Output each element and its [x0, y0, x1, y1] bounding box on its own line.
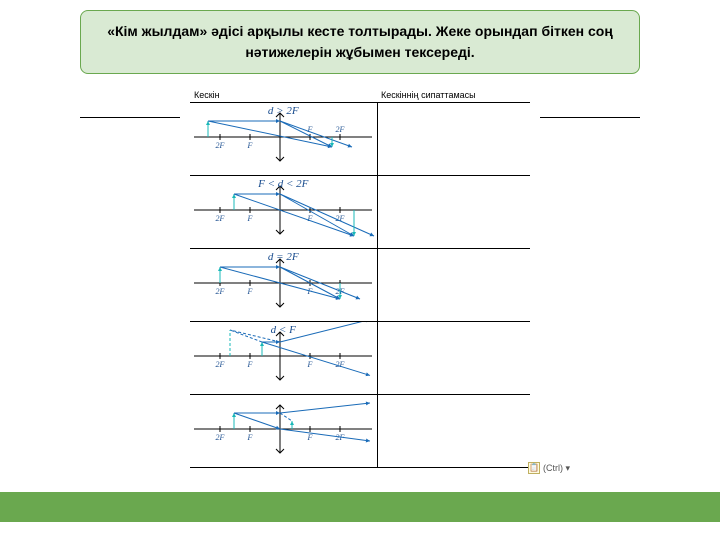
paste-options-icon: 📋 [528, 462, 540, 474]
svg-text:2F: 2F [216, 214, 225, 223]
svg-text:2F: 2F [336, 125, 345, 134]
svg-text:2F: 2F [336, 214, 345, 223]
rule-left [80, 117, 180, 118]
svg-text:2F: 2F [216, 433, 225, 442]
svg-text:2F: 2F [216, 141, 225, 150]
svg-text:2F: 2F [216, 287, 225, 296]
diagram-cell: 2FFF2F [190, 395, 377, 468]
lens-condition: d = 2F [268, 251, 299, 263]
diagram-cell: 2FFF2Fd = 2F [190, 249, 377, 322]
svg-text:F: F [247, 433, 253, 442]
instruction-title: «Кім жылдам» әдісі арқылы кесте толтырад… [80, 10, 640, 74]
description-cell [377, 322, 530, 395]
svg-text:2F: 2F [216, 360, 225, 369]
table-row: 2FFF2Fd = 2F [190, 249, 530, 322]
description-cell [377, 249, 530, 322]
svg-text:F: F [247, 287, 253, 296]
diagram-cell: 2FFF2Fd > 2F [190, 103, 377, 176]
svg-text:F: F [247, 214, 253, 223]
description-cell [377, 395, 530, 468]
lens-condition: d > 2F [268, 105, 299, 117]
col-head-description: Кескіннің сипаттамасы [377, 88, 530, 103]
optics-table-wrap: Кескін Кескіннің сипаттамасы 2F F F 2F d > 2… [190, 88, 530, 468]
description-cell [377, 103, 530, 176]
rule-right [540, 117, 640, 118]
table-row: 2FFF2Fd > 2F [190, 103, 530, 176]
description-cell [377, 176, 530, 249]
lens-condition: d < F [271, 324, 296, 336]
svg-text:F: F [247, 141, 253, 150]
paste-options-badge[interactable]: 📋 (Ctrl) ▾ [528, 462, 570, 474]
diagram-cell: 2FFF2FF < d < 2F [190, 176, 377, 249]
table-row: 2FFF2Fd < F [190, 322, 530, 395]
table-row: 2FFF2F [190, 395, 530, 468]
paste-options-label: (Ctrl) ▾ [543, 463, 570, 474]
lens-condition: F < d < 2F [258, 178, 308, 190]
svg-text:F: F [307, 360, 313, 369]
svg-text:F: F [247, 360, 253, 369]
optics-table: Кескін Кескіннің сипаттамасы 2F F F 2F d > 2… [190, 88, 530, 468]
diagram-cell: 2FFF2Fd < F [190, 322, 377, 395]
svg-text:F: F [307, 433, 313, 442]
col-head-diagram: Кескін [190, 88, 377, 103]
table-row: 2FFF2FF < d < 2F [190, 176, 530, 249]
footer-bar [0, 492, 720, 522]
